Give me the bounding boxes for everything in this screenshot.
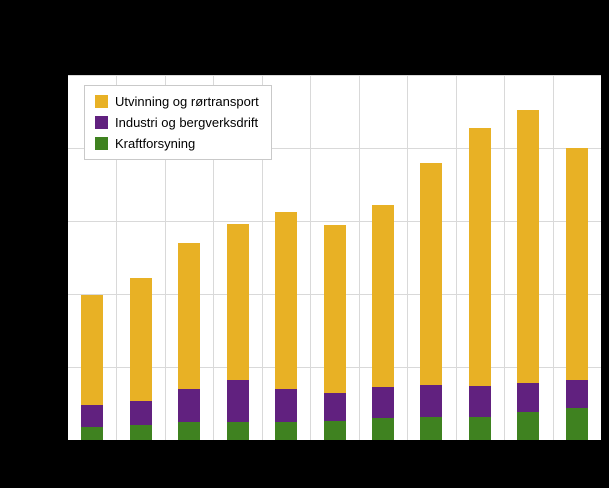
bar-segment <box>323 393 346 422</box>
bar-segment <box>178 422 201 440</box>
bar-segment <box>129 400 152 426</box>
bar-segment <box>468 127 491 386</box>
bar-segment <box>565 407 588 440</box>
bar-segment <box>468 416 491 440</box>
legend-swatch-utvinning-icon <box>95 95 108 108</box>
legend: Utvinning og rørtransport Industri og be… <box>84 85 272 160</box>
legend-item-industri: Industri og bergverksdrift <box>95 115 259 130</box>
bar-segment <box>81 404 104 427</box>
gridline-horizontal <box>68 221 601 222</box>
gridline-vertical <box>504 75 506 440</box>
bar-segment <box>275 422 298 440</box>
bar-segment <box>178 242 201 389</box>
gridline-vertical <box>164 75 166 440</box>
bar-segment <box>517 110 540 384</box>
legend-swatch-industri-icon <box>95 116 108 129</box>
gridline-vertical <box>116 75 118 440</box>
legend-swatch-kraftforsyning-icon <box>95 137 108 150</box>
gridline-horizontal <box>68 148 601 149</box>
gridline-vertical <box>358 75 360 440</box>
legend-label-utvinning: Utvinning og rørtransport <box>115 94 259 109</box>
bar-segment <box>517 412 540 440</box>
bar-segment <box>420 416 443 440</box>
bar-segment <box>323 225 346 394</box>
bar-segment <box>371 204 394 388</box>
bar-segment <box>565 148 588 381</box>
gridline-vertical <box>455 75 457 440</box>
bar-segment <box>517 383 540 413</box>
gridline-horizontal <box>68 75 601 76</box>
bar-segment <box>371 387 394 419</box>
bar-segment <box>275 212 298 389</box>
legend-label-kraftforsyning: Kraftforsyning <box>115 136 196 151</box>
bar-segment <box>275 388 298 423</box>
bar-segment <box>565 380 588 408</box>
bar-segment <box>371 418 394 440</box>
plot-area: Utvinning og rørtransport Industri og be… <box>68 75 601 440</box>
bar-segment <box>129 425 152 440</box>
bar-segment <box>468 385 491 417</box>
gridline-vertical <box>310 75 312 440</box>
bar-segment <box>81 295 104 405</box>
gridline-vertical <box>552 75 554 440</box>
bar-segment <box>129 277 152 401</box>
bar-segment <box>323 421 346 440</box>
bar-segment <box>420 162 443 385</box>
bar-segment <box>226 223 249 381</box>
bar-segment <box>178 388 201 423</box>
gridline-vertical <box>213 75 215 440</box>
legend-label-industri: Industri og bergverksdrift <box>115 115 259 130</box>
bar-segment <box>420 384 443 417</box>
gridline-vertical <box>407 75 409 440</box>
bar-segment <box>226 422 249 440</box>
bar-segment <box>81 426 104 440</box>
legend-item-kraftforsyning: Kraftforsyning <box>95 136 259 151</box>
bar-segment <box>226 380 249 423</box>
legend-item-utvinning: Utvinning og rørtransport <box>95 94 259 109</box>
gridline-vertical <box>261 75 263 440</box>
